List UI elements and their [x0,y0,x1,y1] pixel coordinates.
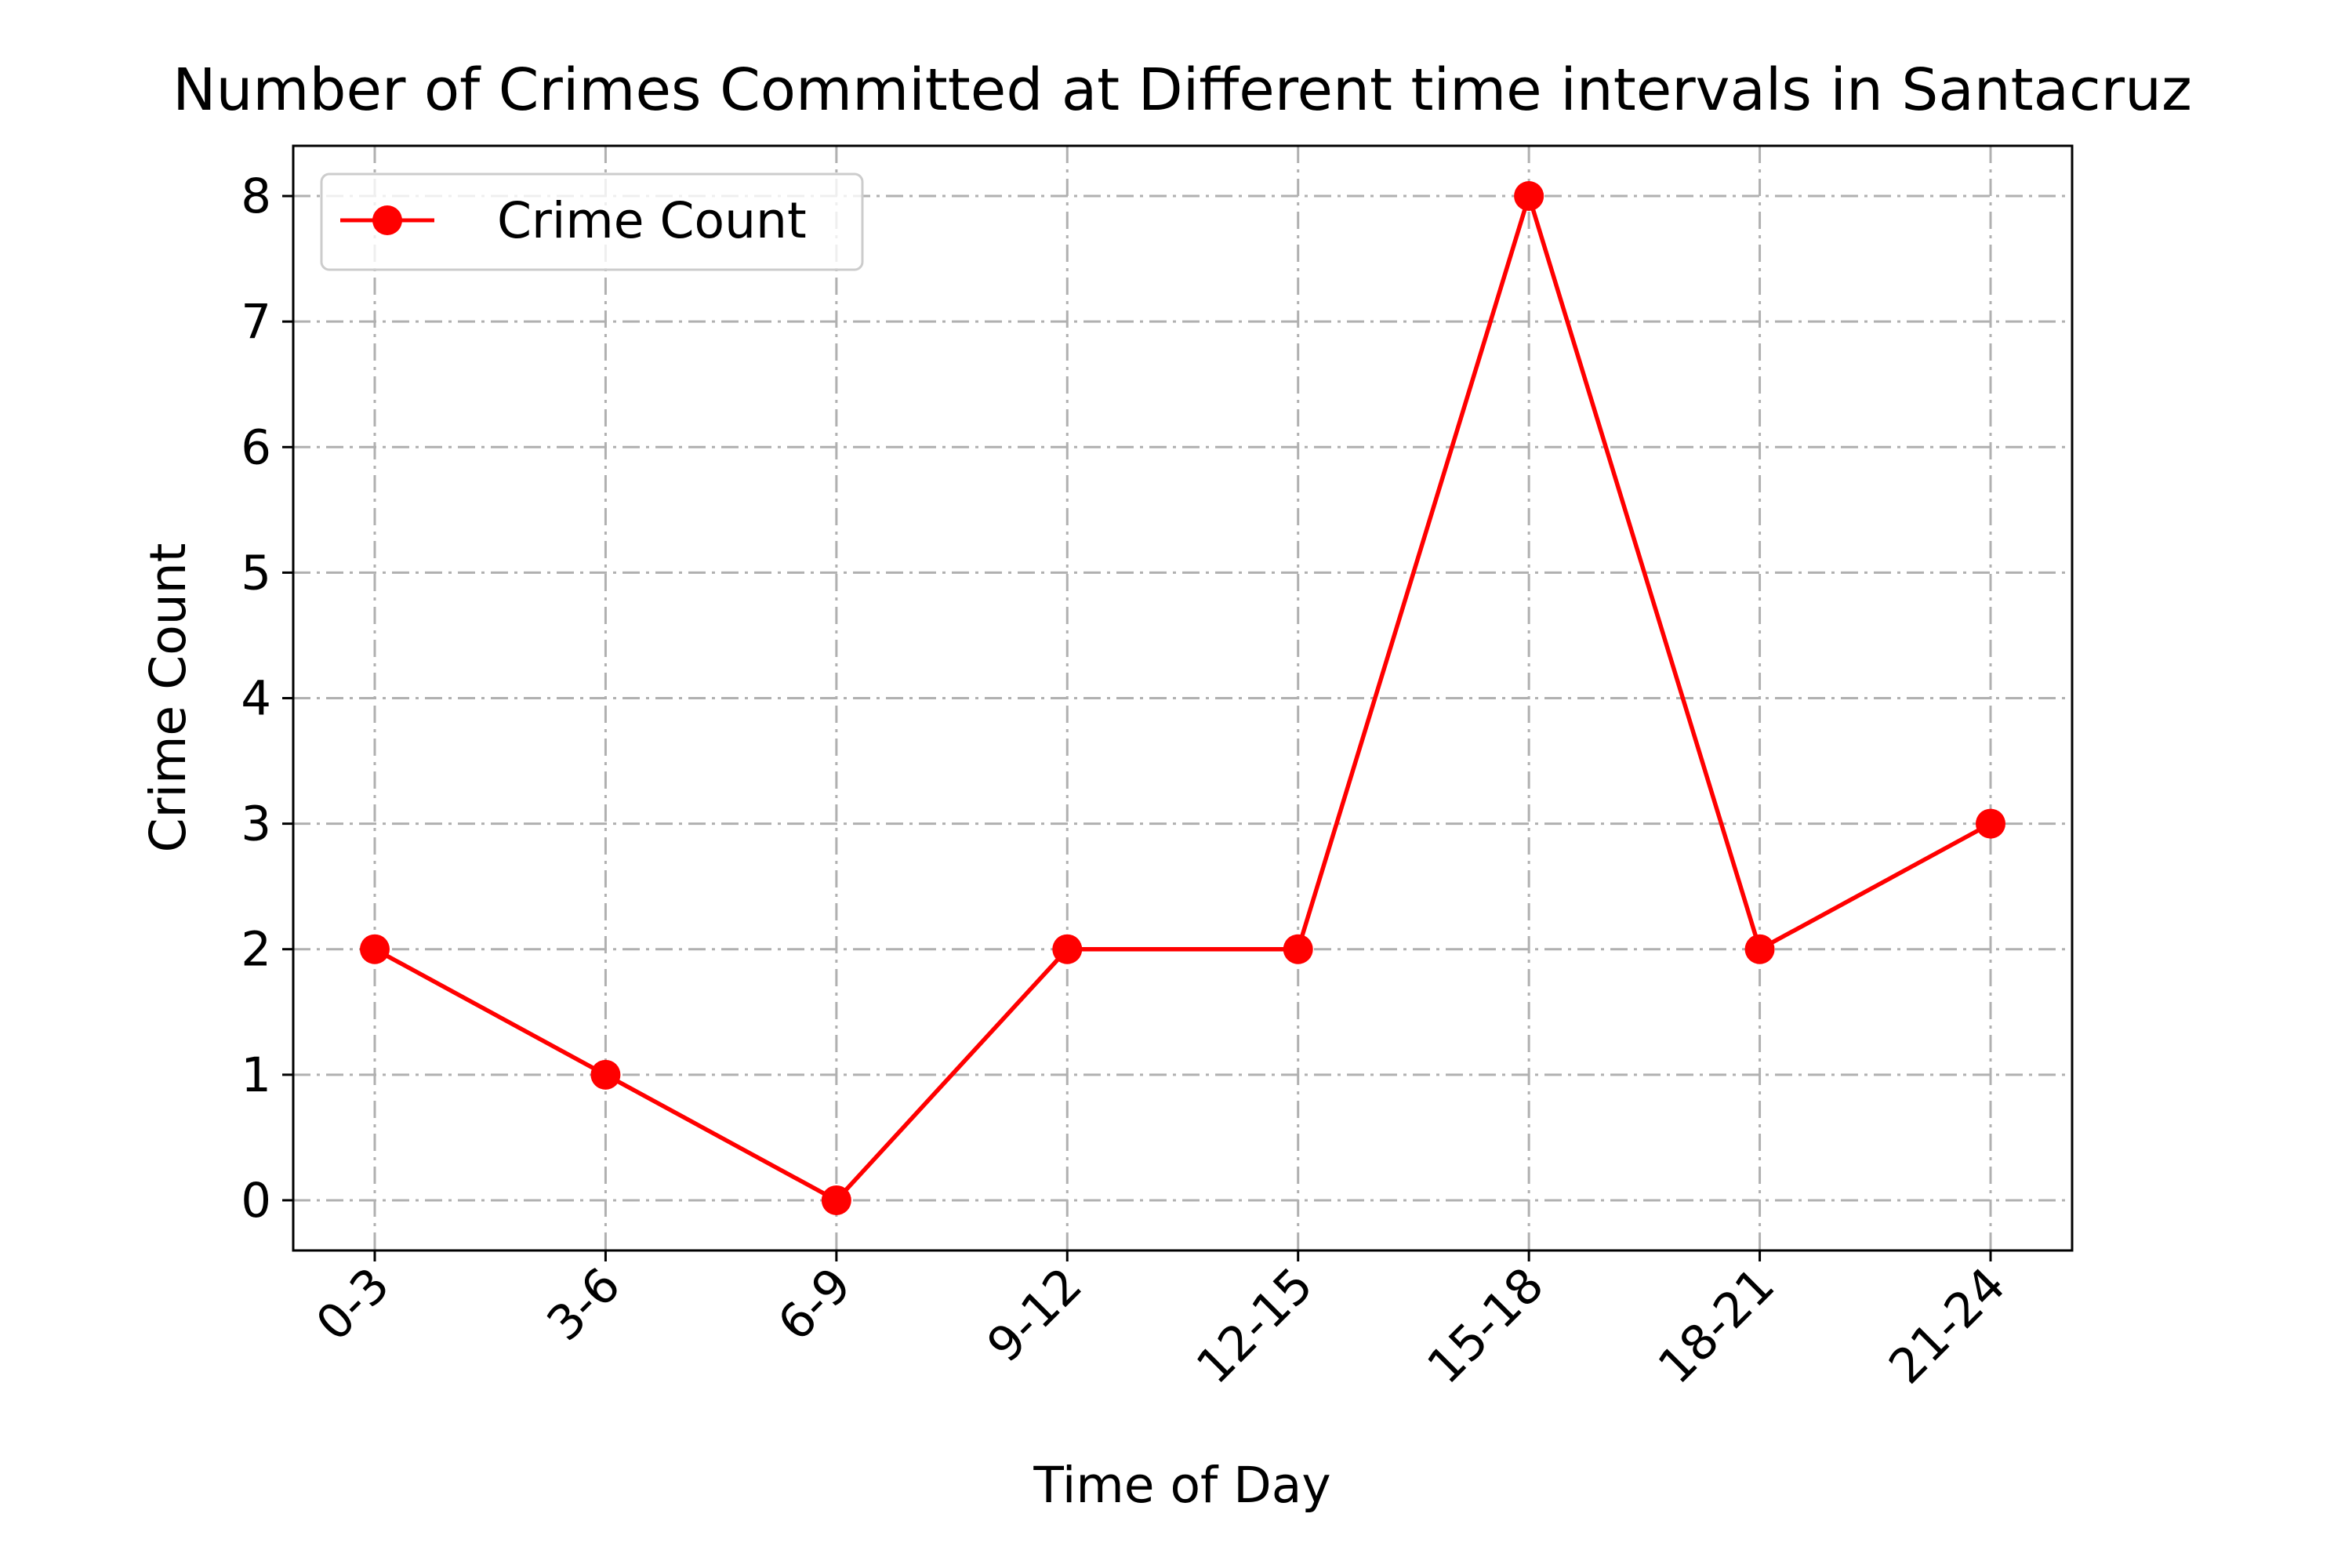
chart-title: Number of Crimes Committed at Different … [172,56,2192,124]
y-tick-label: 4 [241,671,271,727]
y-axis-label: Crime Count [140,543,197,853]
data-point [821,1185,851,1215]
data-point [1514,181,1544,212]
legend-marker-icon [372,205,402,235]
legend-label: Crime Count [497,192,807,249]
series-line [373,194,1992,1203]
y-tick-label: 7 [241,294,271,350]
series-crime-count [360,181,2005,1215]
data-point [360,934,390,964]
legend-frame [320,172,864,271]
data-point [1283,934,1313,964]
y-tick-label: 5 [241,545,271,601]
x-axis-label: Time of Day [1033,1457,1330,1514]
data-point [1976,808,2005,839]
legend: Crime Count [320,172,864,271]
y-tick-label: 8 [241,169,271,224]
y-tick-label: 0 [241,1173,271,1229]
data-point [1744,934,1775,964]
y-axis: 0 1 2 3 4 5 6 7 8 [241,169,293,1229]
y-tick-label: 1 [241,1047,271,1103]
data-point [590,1059,621,1090]
y-tick-label: 2 [241,922,271,978]
y-tick-label: 3 [241,797,271,852]
data-point [1052,934,1083,964]
y-tick-label: 6 [241,419,271,475]
